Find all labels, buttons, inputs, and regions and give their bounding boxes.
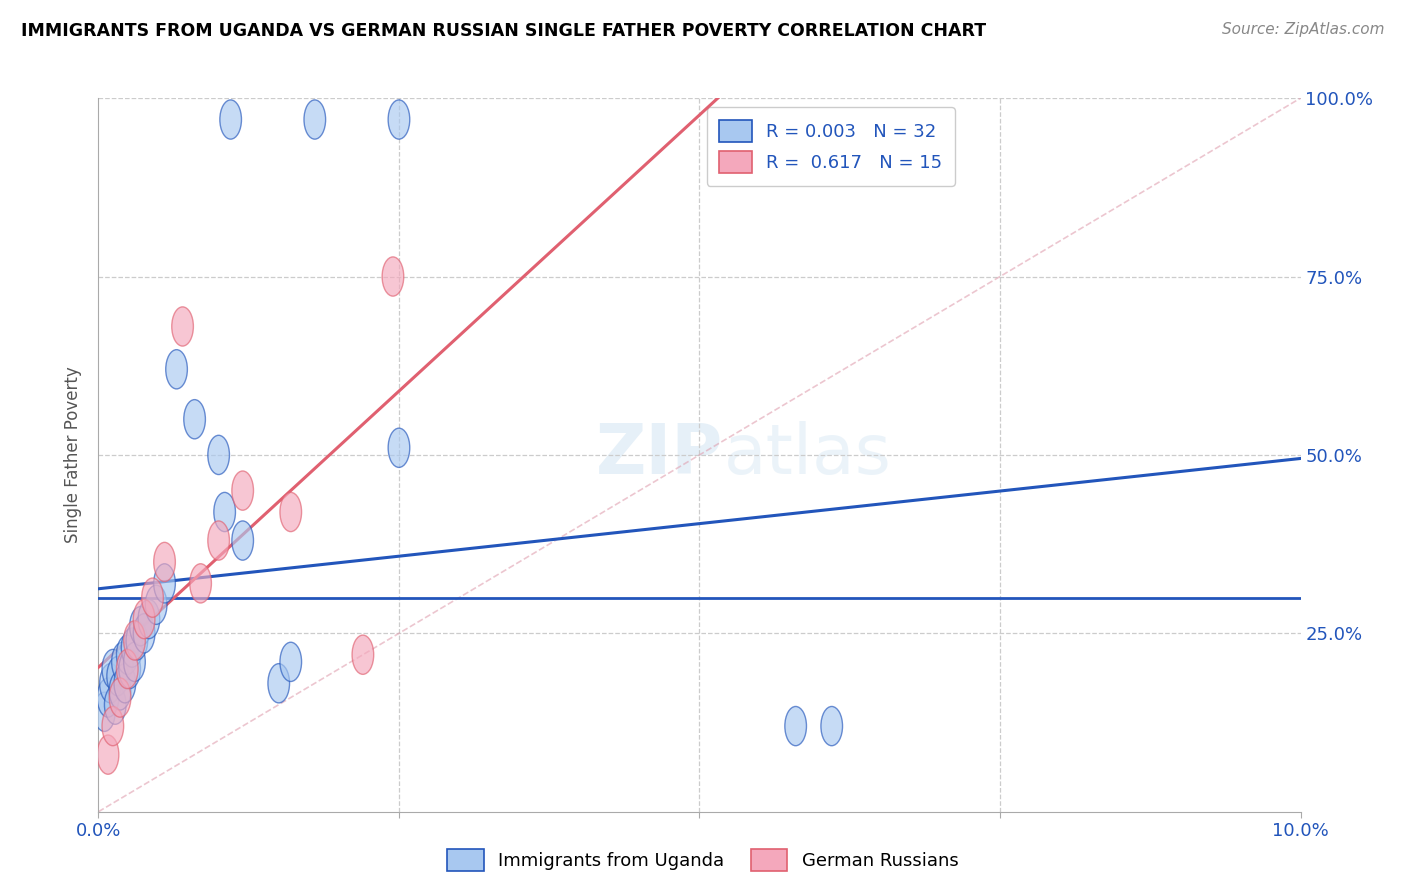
Ellipse shape: [382, 257, 404, 296]
Y-axis label: Single Father Poverty: Single Father Poverty: [65, 367, 83, 543]
Ellipse shape: [110, 671, 131, 710]
Ellipse shape: [166, 350, 187, 389]
Ellipse shape: [127, 621, 148, 660]
Ellipse shape: [184, 400, 205, 439]
Ellipse shape: [124, 642, 145, 681]
Legend: Immigrants from Uganda, German Russians: Immigrants from Uganda, German Russians: [440, 842, 966, 879]
Ellipse shape: [120, 649, 141, 689]
Text: ZIP: ZIP: [596, 421, 724, 489]
Ellipse shape: [110, 678, 131, 717]
Ellipse shape: [145, 585, 167, 624]
Ellipse shape: [117, 649, 138, 689]
Ellipse shape: [153, 542, 176, 582]
Ellipse shape: [304, 100, 326, 139]
Ellipse shape: [111, 642, 134, 681]
Ellipse shape: [121, 628, 143, 667]
Ellipse shape: [388, 100, 409, 139]
Ellipse shape: [232, 521, 253, 560]
Ellipse shape: [190, 564, 211, 603]
Ellipse shape: [280, 492, 301, 532]
Ellipse shape: [280, 642, 301, 681]
Ellipse shape: [104, 685, 127, 724]
Ellipse shape: [117, 635, 138, 674]
Ellipse shape: [138, 599, 160, 639]
Ellipse shape: [97, 735, 120, 774]
Ellipse shape: [134, 599, 155, 639]
Text: Source: ZipAtlas.com: Source: ZipAtlas.com: [1222, 22, 1385, 37]
Ellipse shape: [103, 706, 124, 746]
Text: atlas: atlas: [724, 421, 891, 489]
Ellipse shape: [219, 100, 242, 139]
Ellipse shape: [100, 664, 121, 703]
Ellipse shape: [124, 621, 145, 660]
Ellipse shape: [388, 428, 409, 467]
Ellipse shape: [97, 678, 120, 717]
Ellipse shape: [208, 435, 229, 475]
Ellipse shape: [172, 307, 194, 346]
Ellipse shape: [134, 614, 155, 653]
Ellipse shape: [214, 492, 235, 532]
Ellipse shape: [352, 635, 374, 674]
Ellipse shape: [129, 607, 152, 646]
Ellipse shape: [103, 649, 124, 689]
Ellipse shape: [232, 471, 253, 510]
Text: IMMIGRANTS FROM UGANDA VS GERMAN RUSSIAN SINGLE FATHER POVERTY CORRELATION CHART: IMMIGRANTS FROM UGANDA VS GERMAN RUSSIAN…: [21, 22, 986, 40]
Ellipse shape: [208, 521, 229, 560]
Ellipse shape: [785, 706, 807, 746]
Ellipse shape: [821, 706, 842, 746]
Ellipse shape: [142, 578, 163, 617]
Ellipse shape: [269, 664, 290, 703]
Ellipse shape: [153, 564, 176, 603]
Ellipse shape: [94, 692, 115, 731]
Ellipse shape: [107, 657, 128, 696]
Ellipse shape: [114, 664, 136, 703]
Legend: R = 0.003   N = 32, R =  0.617   N = 15: R = 0.003 N = 32, R = 0.617 N = 15: [707, 107, 955, 186]
